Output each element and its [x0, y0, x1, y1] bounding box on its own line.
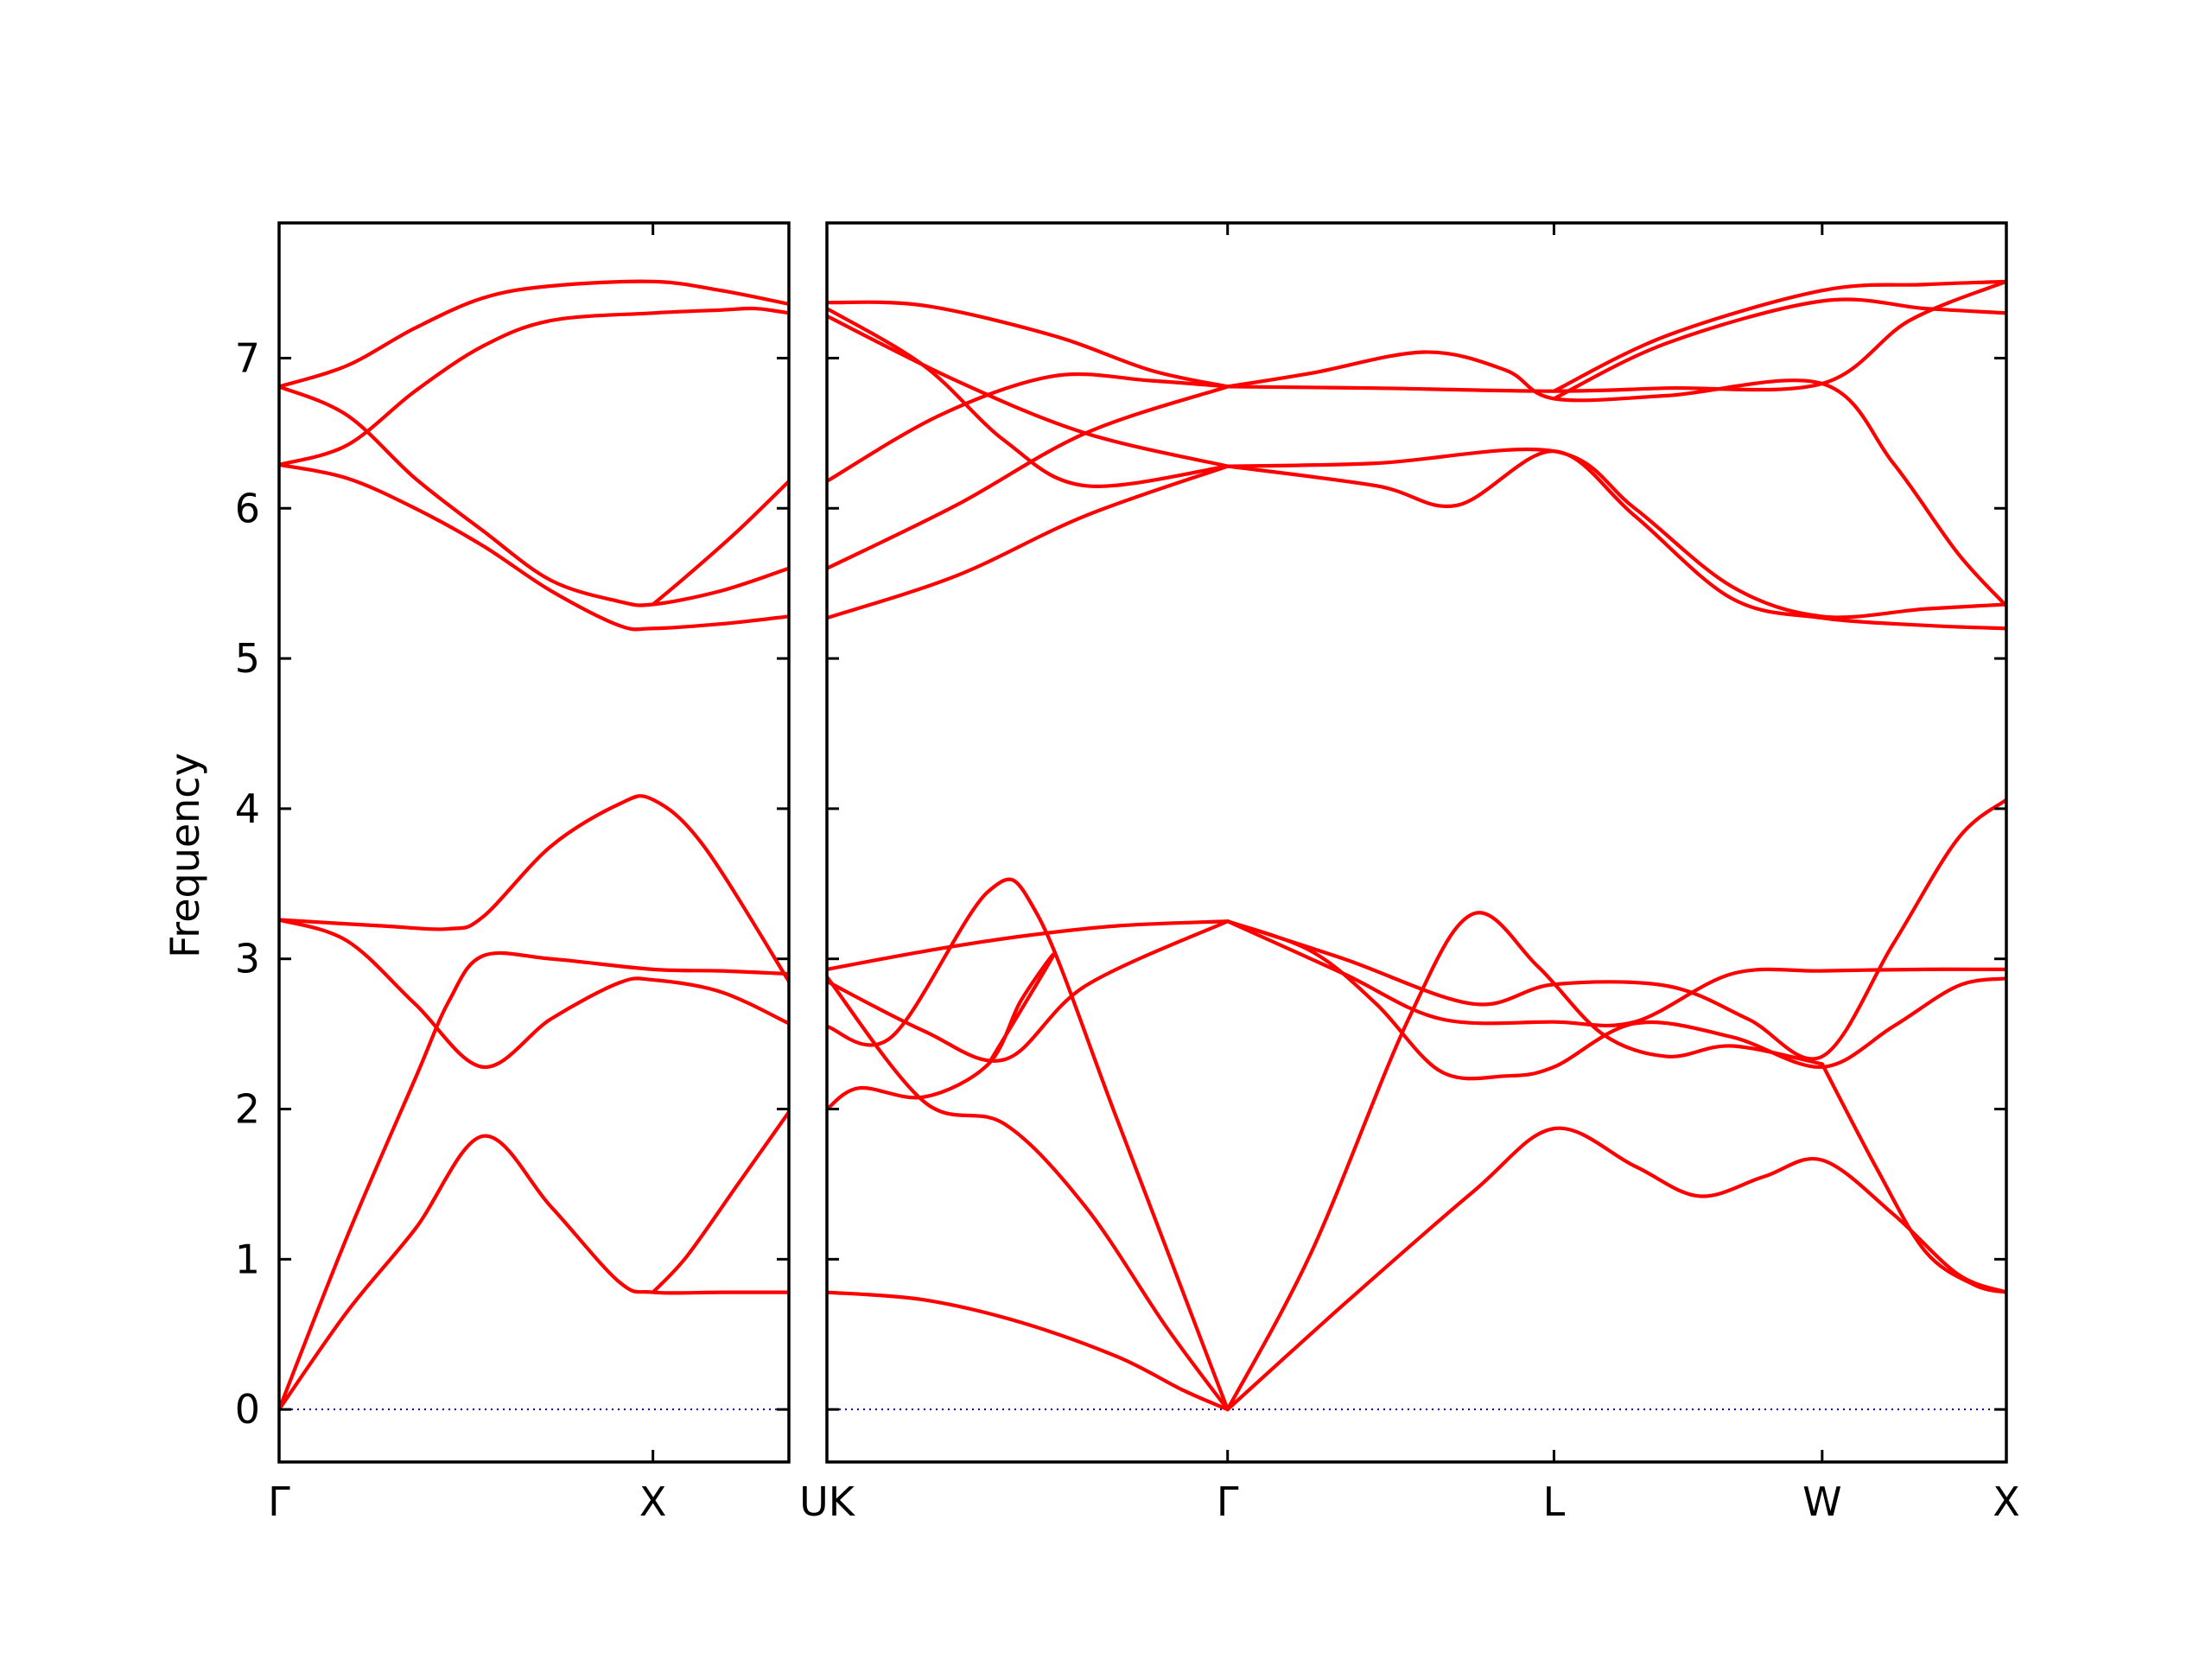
x-tick-label: Γ — [268, 1478, 290, 1525]
band-line — [827, 464, 1230, 620]
band-line — [1225, 447, 2006, 620]
y-tick-label: 3 — [235, 936, 260, 982]
band-line — [279, 306, 789, 467]
band-line — [1225, 919, 2006, 1028]
band-line — [279, 950, 789, 1412]
x-tick-label: UK — [799, 1478, 856, 1525]
band-line — [279, 385, 789, 607]
band-line — [1225, 449, 2006, 631]
band-line — [827, 372, 1230, 484]
band-line — [827, 385, 1230, 570]
x-tick-label: X — [639, 1478, 667, 1525]
y-tick-label: 7 — [235, 334, 260, 381]
band-line — [1225, 919, 2006, 1081]
panel-left: 0 1 2 3 4 5 6 7 Γ X — [235, 221, 791, 1525]
band-line — [1225, 1126, 2006, 1412]
panel-frame — [277, 221, 791, 1464]
band-line — [279, 462, 789, 632]
x-tick-label: L — [1543, 1478, 1566, 1525]
y-axis-label: Frequency — [162, 753, 208, 958]
band-line — [651, 479, 789, 607]
band-line — [651, 1109, 789, 1294]
band-line — [279, 1134, 789, 1412]
x-tick-label: Γ — [1217, 1478, 1239, 1525]
band-line — [827, 952, 1056, 1111]
band-line — [1820, 1062, 2006, 1294]
band-line — [827, 919, 1230, 1063]
band-line — [1225, 350, 2006, 608]
y-tick-label: 6 — [235, 485, 260, 531]
band-line — [827, 877, 1230, 1412]
band-line — [1225, 279, 2006, 393]
band-line — [279, 918, 789, 1069]
x-tick-label: W — [1802, 1478, 1841, 1525]
band-line — [1552, 279, 2006, 393]
y-tick-label: 2 — [235, 1086, 260, 1133]
y-tick-label: 4 — [235, 785, 260, 832]
band-line — [827, 975, 1230, 1412]
x-tick-label: X — [1993, 1478, 2020, 1525]
y-tick-label: 0 — [235, 1386, 260, 1433]
band-line — [827, 919, 1230, 971]
band-line — [1552, 297, 2006, 401]
band-line — [279, 794, 789, 983]
band-line — [279, 279, 789, 389]
band-line — [827, 1290, 1230, 1412]
band-line — [827, 300, 1230, 389]
panel-right: UK Γ L W X — [799, 221, 2020, 1525]
y-tick-label: 1 — [235, 1236, 260, 1282]
band-line — [1225, 798, 2006, 1061]
y-tick-label: 5 — [235, 635, 260, 682]
band-line — [1225, 911, 1824, 1412]
panel-frame — [825, 221, 2008, 1464]
band-line — [827, 314, 1230, 468]
band-line — [827, 306, 1230, 488]
